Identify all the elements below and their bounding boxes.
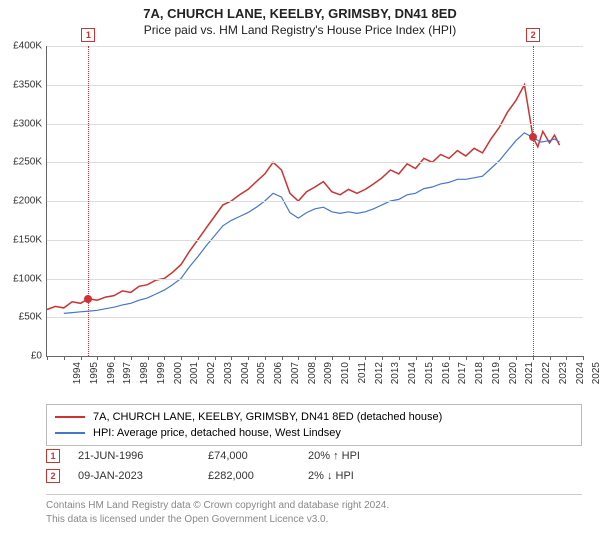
legend-label: HPI: Average price, detached house, West… (93, 427, 341, 439)
x-axis-label: 2011 (357, 362, 368, 392)
y-axis-label: £150K (0, 234, 42, 245)
y-axis-label: £300K (0, 118, 42, 129)
x-axis-label: 2007 (290, 362, 301, 392)
x-axis-label: 2005 (256, 362, 267, 392)
event-point (84, 295, 92, 303)
x-axis-label: 2009 (323, 362, 334, 392)
y-axis-label: £0 (0, 351, 42, 362)
x-axis-label: 2017 (457, 362, 468, 392)
x-axis-label: 2025 (591, 362, 600, 392)
event-pct: 20% ↑ HPI (308, 450, 428, 462)
event-marker-badge: 1 (81, 28, 95, 42)
y-axis-label: £250K (0, 157, 42, 168)
footer-line-1: Contains HM Land Registry data © Crown c… (46, 499, 582, 513)
x-axis-label: 1999 (156, 362, 167, 392)
y-axis-label: £50K (0, 312, 42, 323)
legend-label: 7A, CHURCH LANE, KEELBY, GRIMSBY, DN41 8… (93, 411, 442, 423)
x-axis-label: 2024 (575, 362, 586, 392)
event-price: £74,000 (208, 450, 308, 462)
x-axis-label: 2001 (189, 362, 200, 392)
x-axis-label: 2004 (240, 362, 251, 392)
x-axis-label: 2014 (407, 362, 418, 392)
plot-area: 12 (46, 46, 583, 357)
footer-line-2: This data is licensed under the Open Gov… (46, 513, 582, 527)
x-axis-label: 1996 (106, 362, 117, 392)
legend-box: 7A, CHURCH LANE, KEELBY, GRIMSBY, DN41 8… (46, 404, 582, 446)
legend-swatch (55, 416, 85, 418)
event-price: £282,000 (208, 470, 308, 482)
x-axis-label: 1995 (89, 362, 100, 392)
x-axis-label: 2012 (374, 362, 385, 392)
chart-title: 7A, CHURCH LANE, KEELBY, GRIMSBY, DN41 8… (0, 6, 600, 21)
x-axis-label: 2013 (390, 362, 401, 392)
event-badge: 2 (46, 469, 60, 483)
x-axis-label: 2002 (206, 362, 217, 392)
x-axis-label: 2008 (307, 362, 318, 392)
x-axis-label: 2016 (441, 362, 452, 392)
x-axis-label: 2000 (173, 362, 184, 392)
x-axis-label: 2022 (541, 362, 552, 392)
x-axis-label: 2006 (273, 362, 284, 392)
legend-item: HPI: Average price, detached house, West… (55, 425, 573, 441)
x-axis-label: 2015 (424, 362, 435, 392)
y-axis-label: £400K (0, 41, 42, 52)
x-axis-label: 2018 (474, 362, 485, 392)
x-axis-label: 1994 (72, 362, 83, 392)
x-axis-label: 2010 (340, 362, 351, 392)
x-axis-label: 2020 (508, 362, 519, 392)
event-row: 1 21-JUN-1996£74,00020% ↑ HPI (46, 446, 582, 466)
chart-container: 7A, CHURCH LANE, KEELBY, GRIMSBY, DN41 8… (0, 0, 600, 560)
x-axis-label: 1997 (122, 362, 133, 392)
event-table: 1 21-JUN-1996£74,00020% ↑ HPI 2 09-JAN-2023… (46, 446, 582, 486)
event-date: 21-JUN-1996 (78, 450, 208, 462)
event-pct: 2% ↓ HPI (308, 470, 428, 482)
y-axis-label: £100K (0, 273, 42, 284)
event-marker-badge: 2 (526, 28, 540, 42)
y-axis-label: £200K (0, 196, 42, 207)
y-axis-label: £350K (0, 79, 42, 90)
footer-attribution: Contains HM Land Registry data © Crown c… (46, 494, 582, 526)
event-date: 09-JAN-2023 (78, 470, 208, 482)
event-row: 2 09-JAN-2023£282,0002% ↓ HPI (46, 466, 582, 486)
x-axis-label: 2003 (223, 362, 234, 392)
x-axis-label: 1998 (139, 362, 150, 392)
x-axis-label: 2023 (558, 362, 569, 392)
event-point (529, 133, 537, 141)
event-badge: 1 (46, 449, 60, 463)
series-line (47, 85, 560, 310)
x-axis-label: 2021 (524, 362, 535, 392)
x-axis-label: 2019 (491, 362, 502, 392)
legend-item: 7A, CHURCH LANE, KEELBY, GRIMSBY, DN41 8… (55, 409, 573, 425)
legend-swatch (55, 432, 85, 434)
